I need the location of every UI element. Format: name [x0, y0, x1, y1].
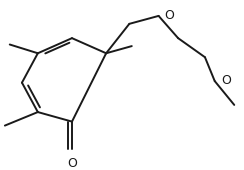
- Text: O: O: [67, 157, 77, 170]
- Text: O: O: [221, 74, 231, 87]
- Text: O: O: [165, 9, 174, 22]
